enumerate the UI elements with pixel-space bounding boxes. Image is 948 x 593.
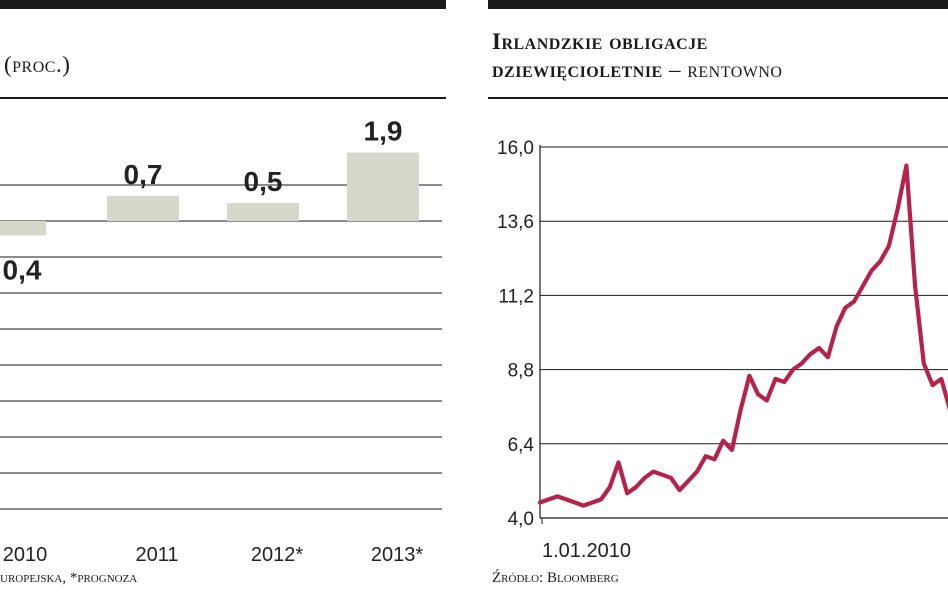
bar <box>107 195 179 221</box>
data-label: 0,7 <box>124 159 163 190</box>
series-line <box>537 163 948 508</box>
x-tick-label: 2011 <box>135 544 178 566</box>
x-tick-label: 2013* <box>371 544 423 566</box>
y-tick-label: 8,8 <box>508 361 534 382</box>
y-tick-label: 4,0 <box>508 509 534 530</box>
bar <box>227 203 299 221</box>
line-chart-panel: Irlandzkie obligacje dziewięcioletnie – … <box>488 0 948 593</box>
x-tick-label: 2012* <box>251 544 303 566</box>
x-tick-label: 1.01.2010 <box>542 540 631 562</box>
data-label: 0,4 <box>3 254 42 285</box>
bar-chart-panel: (proc.) 0,4 2010 0,7 2011 0,5 2012* 1,9 2013* u… <box>0 0 460 593</box>
y-tick-label: 13,6 <box>497 212 534 233</box>
y-tick-label: 16,0 <box>497 138 534 159</box>
bar <box>347 152 419 221</box>
line-chart-title-rest: – rentowno <box>662 57 783 82</box>
line-chart-title-line1-text: Irlandzkie obligacje <box>492 29 708 54</box>
bar <box>0 221 46 236</box>
y-tick-label: 6,4 <box>508 435 535 456</box>
title-rule <box>488 97 948 99</box>
line-chart-title-line1: Irlandzkie obligacje <box>492 29 708 55</box>
x-tick-label: 2010 <box>3 544 48 566</box>
data-label: 0,5 <box>244 166 283 197</box>
data-label: 1,9 <box>364 116 403 147</box>
line-chart-title-line2: dziewięcioletnie – rentowno <box>492 57 782 83</box>
y-tick-label: 11,2 <box>498 286 534 307</box>
title-rule <box>0 97 446 99</box>
bar-chart: 0,4 2010 0,7 2011 0,5 2012* 1,9 2013* <box>0 116 442 566</box>
top-rule <box>0 0 446 9</box>
line-chart: 4,0 6,4 8,8 11,2 13,6 16,0 1.01.2010 <box>497 138 948 562</box>
line-chart-source: Źródło: Bloomberg <box>492 570 619 586</box>
bar-chart-title: (proc.) <box>4 52 71 77</box>
bar-chart-source: uropejska, *prognoza <box>0 570 138 586</box>
top-rule <box>488 0 948 9</box>
line-chart-title-bold: dziewięcioletnie <box>492 57 663 82</box>
